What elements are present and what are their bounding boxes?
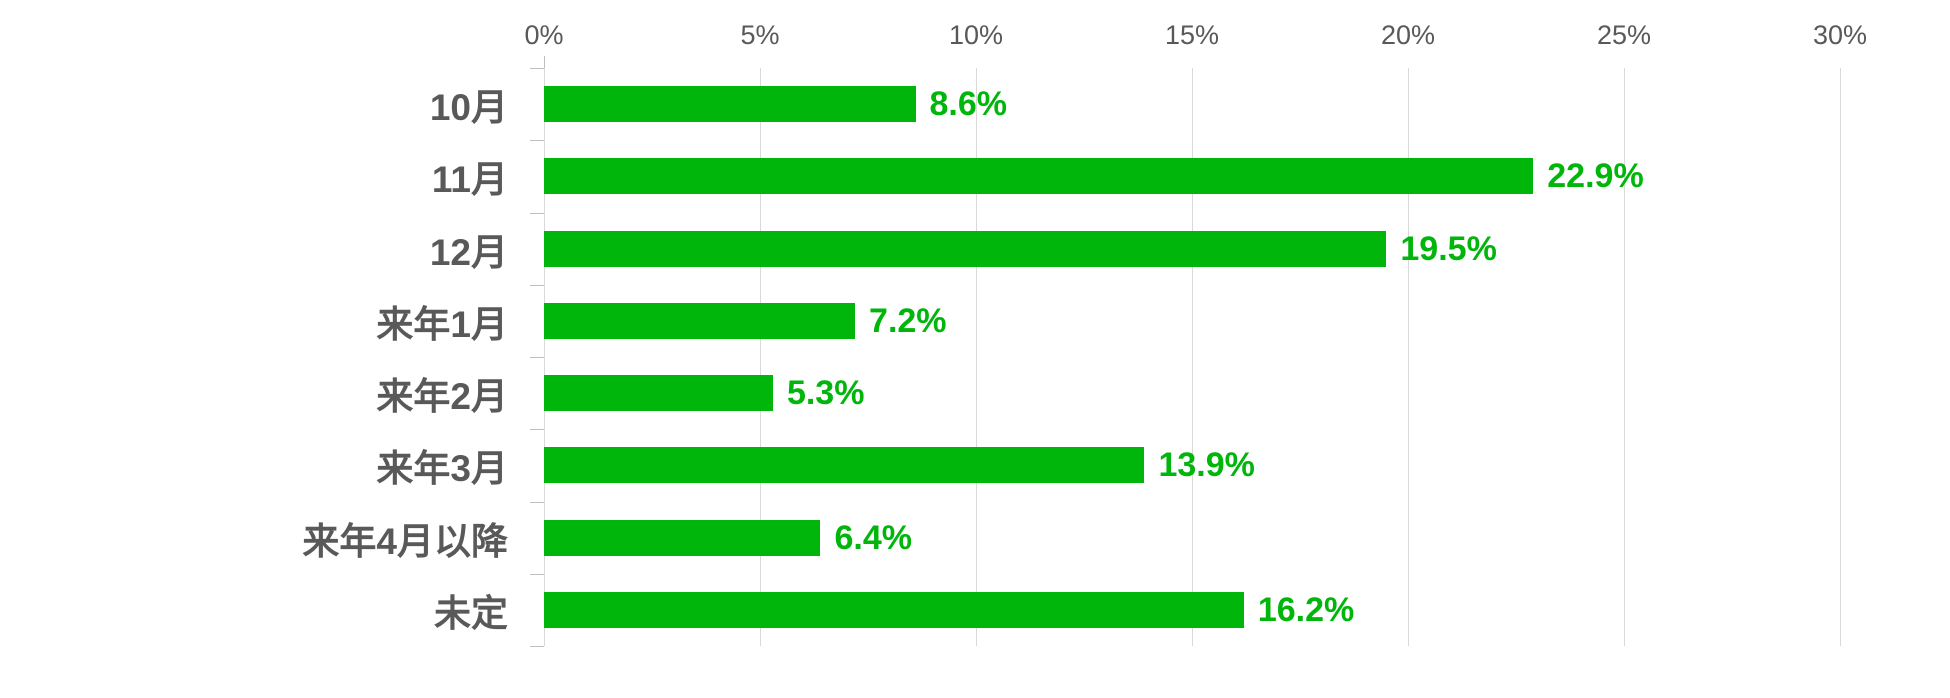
bar-row: 13.9% bbox=[544, 429, 1840, 501]
category-axis: 10月 11月 12月来年1月来年2月来年3月来年4月以降未定 bbox=[0, 68, 508, 646]
gridline bbox=[760, 68, 761, 646]
bar bbox=[544, 591, 1244, 628]
value-label: 22.9% bbox=[1547, 157, 1644, 196]
value-label: 7.2% bbox=[869, 301, 947, 340]
bar-row: 8.6% bbox=[544, 68, 1840, 140]
bar bbox=[544, 230, 1387, 267]
value-label: 6.4% bbox=[834, 518, 912, 557]
category-axis-tick bbox=[530, 140, 544, 142]
chart-rows: 8.6% 22.9% 19.5% 7.2% 5.3% 13.9% 6.4% 16.2% bbox=[544, 68, 1840, 646]
bar-row: 16.2% bbox=[544, 574, 1840, 646]
category-axis-tick bbox=[530, 68, 544, 69]
x-axis-tick-label: 25% bbox=[1596, 20, 1652, 50]
value-label: 19.5% bbox=[1400, 229, 1497, 268]
gridline bbox=[1624, 68, 1625, 646]
category-axis-tick bbox=[530, 212, 544, 214]
x-axis-tick-label: 0% bbox=[524, 20, 564, 50]
value-label: 8.6% bbox=[929, 85, 1008, 124]
x-axis-tick-label: 10% bbox=[948, 20, 1004, 50]
category-label: 未定 bbox=[434, 592, 508, 634]
category-axis-tick bbox=[530, 501, 544, 503]
category-axis-tick bbox=[530, 284, 544, 286]
category-axis-tick bbox=[530, 646, 544, 647]
bar bbox=[544, 375, 773, 412]
gridline bbox=[1408, 68, 1409, 646]
bar bbox=[544, 302, 856, 339]
category-label: 来年1月 bbox=[376, 303, 508, 345]
bar-row: 5.3% bbox=[544, 357, 1840, 429]
x-axis-tick-label: 15% bbox=[1164, 20, 1220, 50]
value-label: 16.2% bbox=[1257, 590, 1355, 629]
category-axis-tick bbox=[530, 429, 544, 431]
category-label: 来年3月 bbox=[376, 448, 508, 490]
category-axis-tick bbox=[530, 573, 544, 575]
category-label: 来年2月 bbox=[376, 376, 508, 418]
category-label: 10月 bbox=[429, 87, 508, 129]
gridline bbox=[544, 68, 545, 646]
axis-corner-tick bbox=[544, 56, 545, 68]
category-label: 来年4月以降 bbox=[302, 520, 508, 562]
gridline bbox=[1192, 68, 1193, 646]
bar-row: 19.5% bbox=[544, 213, 1840, 285]
plot-area: 8.6% 22.9% 19.5% 7.2% 5.3% 13.9% 6.4% 16.2% bbox=[530, 56, 1841, 647]
bar-row: 22.9% bbox=[544, 140, 1840, 212]
category-axis-tick bbox=[530, 357, 544, 358]
value-label: 5.3% bbox=[786, 374, 865, 413]
bar-row: 7.2% bbox=[544, 285, 1840, 357]
gridline bbox=[976, 68, 977, 646]
bar-row: 6.4% bbox=[544, 502, 1840, 574]
value-label: 13.9% bbox=[1158, 446, 1255, 485]
bar bbox=[544, 158, 1534, 195]
bar bbox=[544, 519, 821, 556]
bar bbox=[544, 86, 916, 123]
category-label: 12月 bbox=[429, 231, 508, 273]
x-axis-tick-label: 30% bbox=[1812, 20, 1868, 50]
gridline bbox=[1840, 68, 1841, 646]
x-axis-tick-label: 5% bbox=[740, 20, 780, 50]
x-axis: 0% 5% 10% 15% 20% 25% 30% bbox=[524, 12, 1867, 60]
x-axis-tick-label: 20% bbox=[1380, 20, 1436, 50]
bar bbox=[544, 447, 1145, 484]
category-label: 11月 bbox=[431, 159, 508, 201]
